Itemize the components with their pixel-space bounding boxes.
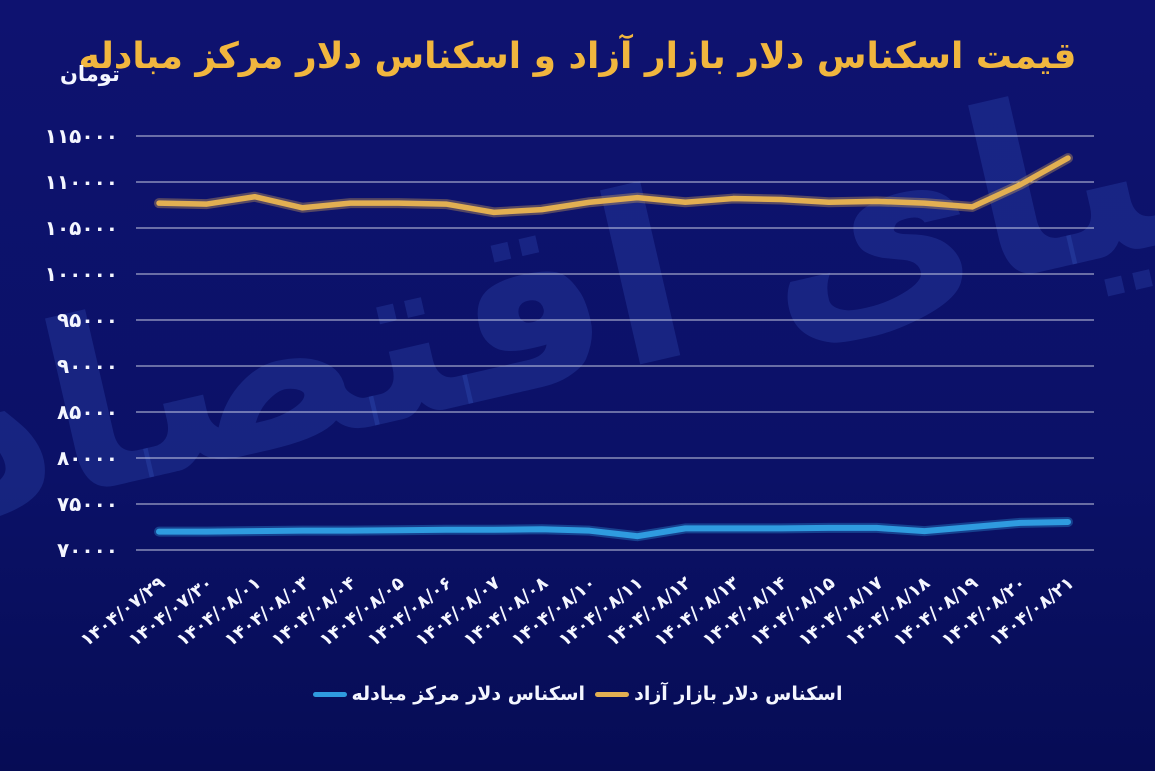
- legend: اسکناس دلار بازار آزاد اسکناس دلار مرکز …: [0, 683, 1155, 705]
- series-line-free-market: [156, 155, 1071, 216]
- series-line-exchange-center: [156, 518, 1071, 540]
- legend-swatch-exchange-center: [312, 691, 347, 697]
- legend-label-free-market: اسکناس دلار بازار آزاد: [634, 683, 843, 705]
- legend-swatch-free-market: [595, 691, 630, 697]
- legend-label-exchange-center: اسکناس دلار مرکز مبادله: [351, 683, 586, 705]
- chart-title: قیمت اسکناس دلار بازار آزاد و اسکناس دلا…: [78, 36, 1077, 77]
- y-axis-unit-label: تومان: [60, 62, 120, 86]
- legend-item-exchange-center: اسکناس دلار مرکز مبادله: [312, 683, 586, 705]
- legend-item-free-market: اسکناس دلار بازار آزاد: [595, 683, 842, 705]
